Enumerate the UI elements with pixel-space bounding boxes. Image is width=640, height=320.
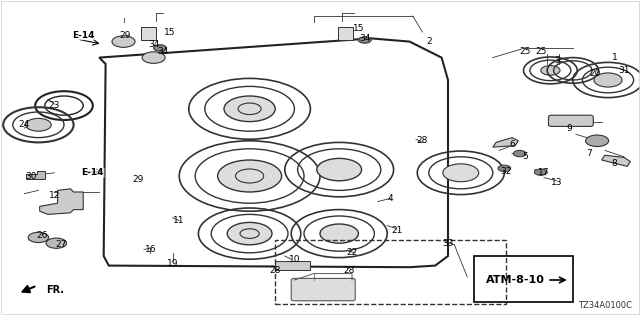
Polygon shape bbox=[26, 171, 45, 179]
Circle shape bbox=[513, 150, 526, 157]
Circle shape bbox=[46, 238, 67, 248]
Circle shape bbox=[586, 135, 609, 147]
Circle shape bbox=[320, 224, 358, 243]
Text: 28: 28 bbox=[343, 266, 355, 275]
Circle shape bbox=[224, 96, 275, 122]
Text: TZ34A0100C: TZ34A0100C bbox=[579, 301, 632, 310]
Text: 4: 4 bbox=[388, 194, 393, 203]
Text: FR.: FR. bbox=[46, 284, 64, 295]
Text: 26: 26 bbox=[36, 231, 47, 240]
Text: 15: 15 bbox=[353, 24, 364, 33]
Text: E-14: E-14 bbox=[81, 168, 104, 177]
Text: 27: 27 bbox=[55, 240, 67, 249]
Text: E-14: E-14 bbox=[72, 31, 95, 40]
Circle shape bbox=[443, 164, 479, 182]
Text: 10: 10 bbox=[289, 255, 300, 264]
Text: 13: 13 bbox=[551, 178, 563, 187]
Text: 21: 21 bbox=[391, 226, 403, 235]
Text: 34: 34 bbox=[359, 34, 371, 43]
Polygon shape bbox=[493, 138, 518, 147]
Text: 15: 15 bbox=[164, 28, 175, 36]
Bar bbox=[141, 27, 156, 40]
Text: 25: 25 bbox=[519, 47, 531, 56]
Text: 7: 7 bbox=[586, 149, 591, 158]
Circle shape bbox=[227, 222, 272, 245]
Text: 32: 32 bbox=[500, 167, 511, 176]
Bar bbox=[275, 261, 310, 270]
Circle shape bbox=[28, 232, 49, 243]
Text: 3: 3 bbox=[554, 56, 559, 65]
Text: 28: 28 bbox=[417, 136, 428, 145]
Circle shape bbox=[154, 45, 166, 51]
Text: 29: 29 bbox=[119, 31, 131, 40]
Text: ATM-8-10: ATM-8-10 bbox=[486, 275, 545, 285]
Circle shape bbox=[218, 160, 282, 192]
Text: 19: 19 bbox=[167, 260, 179, 268]
Bar bbox=[474, 256, 573, 302]
Text: 1: 1 bbox=[612, 53, 617, 62]
Text: 12: 12 bbox=[49, 191, 60, 200]
Text: 28: 28 bbox=[269, 266, 281, 275]
Text: 24: 24 bbox=[19, 120, 30, 129]
Text: 29: 29 bbox=[132, 175, 143, 184]
Text: 9: 9 bbox=[567, 124, 572, 132]
Circle shape bbox=[26, 118, 51, 131]
Circle shape bbox=[534, 169, 547, 175]
Circle shape bbox=[317, 158, 362, 181]
Bar bbox=[338, 27, 353, 40]
Circle shape bbox=[498, 165, 511, 172]
Text: 5: 5 bbox=[522, 152, 527, 161]
Text: 25: 25 bbox=[535, 47, 547, 56]
Text: 31: 31 bbox=[618, 66, 630, 75]
Text: 33: 33 bbox=[442, 239, 454, 248]
Text: 8: 8 bbox=[612, 159, 617, 168]
Circle shape bbox=[594, 73, 622, 87]
FancyBboxPatch shape bbox=[548, 115, 593, 126]
Text: 16: 16 bbox=[145, 245, 156, 254]
Text: 6: 6 bbox=[509, 140, 515, 148]
Text: 17: 17 bbox=[538, 168, 550, 177]
Text: 20: 20 bbox=[589, 69, 601, 78]
Polygon shape bbox=[40, 189, 83, 214]
Text: 34: 34 bbox=[157, 47, 169, 56]
Text: 2: 2 bbox=[426, 37, 431, 46]
Text: 30: 30 bbox=[25, 172, 36, 180]
Circle shape bbox=[358, 37, 371, 43]
Circle shape bbox=[112, 36, 135, 47]
Circle shape bbox=[142, 52, 165, 63]
Circle shape bbox=[541, 66, 560, 75]
Text: 22: 22 bbox=[346, 248, 358, 257]
Text: 34: 34 bbox=[148, 40, 159, 49]
FancyBboxPatch shape bbox=[291, 278, 355, 301]
Polygon shape bbox=[602, 155, 630, 166]
Text: 23: 23 bbox=[49, 101, 60, 110]
Bar bbox=[275, 240, 506, 304]
Text: 11: 11 bbox=[173, 216, 185, 225]
